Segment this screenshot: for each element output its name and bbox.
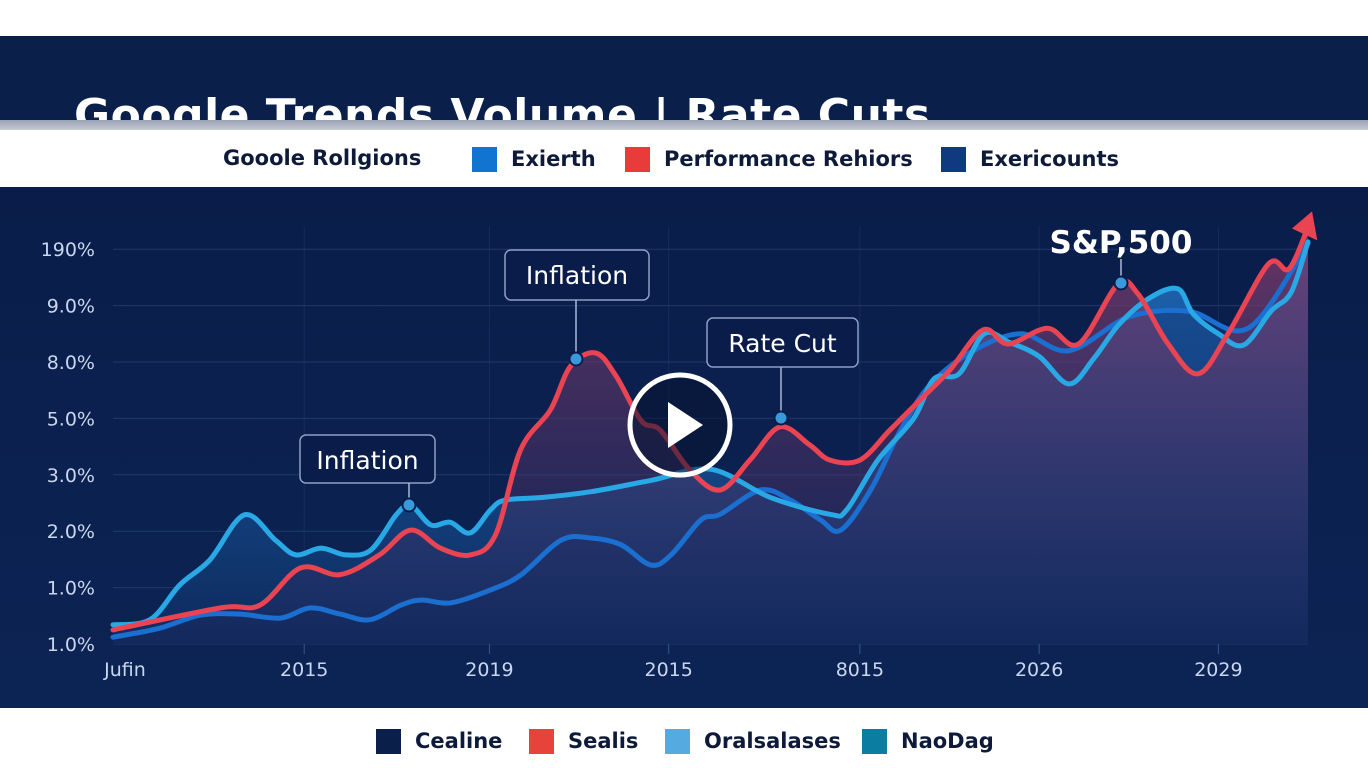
chart-area: 1.0% 1.0% 2.0% 3.0% 5.0% 8.0% 9.0% 190% Jufin 20… [0, 187, 1368, 708]
legend-swatch [625, 146, 650, 172]
series-area-sealis [113, 227, 1308, 644]
legend-swatch [472, 146, 497, 172]
play-button[interactable] [627, 372, 733, 478]
x-tick-label: Jufin [103, 659, 146, 681]
y-axis: 1.0% 1.0% 2.0% 3.0% 5.0% 8.0% 9.0% 190% [41, 239, 95, 656]
legend-swatch [665, 728, 690, 754]
legend-item-exericounts[interactable]: Exericounts [941, 145, 1119, 173]
annotation: Inflation [299, 434, 436, 513]
legend-swatch [376, 728, 401, 754]
annotation: Inflation [504, 249, 650, 367]
arrow-head-icon [1291, 211, 1318, 241]
annotation: Rate Cut [706, 317, 859, 426]
annotation-box [299, 434, 436, 484]
annotation-box [504, 249, 650, 301]
annotation-marker [568, 351, 584, 367]
y-tick-label: 9.0% [47, 296, 95, 318]
y-tick-label: 1.0% [47, 634, 95, 656]
play-icon[interactable] [668, 402, 703, 448]
legend-swatch [529, 728, 554, 754]
legend-swatch [941, 146, 966, 172]
legend-bottom: Cealine Sealis Oralsalases NaoDag [0, 708, 1368, 768]
annotation-marker [401, 497, 417, 513]
chart-svg: 1.0% 1.0% 2.0% 3.0% 5.0% 8.0% 9.0% 190% Jufin 20… [0, 187, 1368, 708]
y-tick-label: 3.0% [47, 465, 95, 487]
y-tick-label: 190% [41, 239, 95, 261]
legend-label: Performance Rehiors [664, 147, 913, 171]
title-bar: Google Trends Volume | Rate Cuts [0, 36, 1368, 141]
legend-item-oralsalases[interactable]: Oralsalases [665, 727, 841, 755]
x-axis: Jufin 2015 2019 2015 8015 2026 2029 [103, 644, 1243, 681]
legend-top: Gooole Rollgions Exierth Performance Reh… [0, 131, 1368, 187]
title-bar-divider [0, 120, 1368, 130]
legend-item-sealis[interactable]: Sealis [529, 727, 638, 755]
annotation-label: Inflation [316, 446, 418, 475]
annotations: Inflation Inflation Rate Cut S&P,500 [299, 225, 1193, 513]
x-tick-label: 2019 [465, 659, 513, 681]
annotation-label: Inflation [526, 261, 628, 290]
legend-label: Cealine [415, 729, 503, 753]
y-tick-label: 1.0% [47, 578, 95, 600]
x-tick-label: 2029 [1194, 659, 1242, 681]
legend-label: Sealis [568, 729, 639, 753]
legend-label: NaoDag [901, 729, 994, 753]
x-tick-label: 2015 [280, 659, 328, 681]
legend-label: Oralsalases [704, 729, 841, 753]
legend-item-cealine[interactable]: Cealine [376, 727, 502, 755]
y-tick-label: 2.0% [47, 521, 95, 543]
y-tick-label: 8.0% [47, 352, 95, 374]
annotation: S&P,500 [1050, 225, 1193, 291]
annotation-label: Rate Cut [728, 329, 837, 358]
annotation-marker [773, 410, 789, 426]
x-tick-label: 2026 [1015, 659, 1063, 681]
series-line-exericounts [110, 241, 1311, 640]
top-margin [0, 0, 1368, 35]
annotation-marker [1113, 275, 1129, 291]
annotation-box [706, 317, 859, 368]
legend-item-exierth[interactable]: Exierth [472, 145, 596, 173]
annotation-label: S&P,500 [1050, 225, 1193, 261]
y-tick-label: 5.0% [47, 408, 95, 430]
legend-top-title: Gooole Rollgions [223, 146, 422, 170]
legend-item-performance-rehiors[interactable]: Performance Rehiors [625, 145, 913, 173]
series-lines [110, 211, 1318, 640]
x-tick-label: 8015 [836, 659, 884, 681]
legend-label: Exericounts [980, 147, 1120, 171]
legend-label: Exierth [511, 147, 596, 171]
legend-swatch [862, 728, 887, 754]
series-line-sealis [110, 224, 1311, 633]
legend-item-naodag[interactable]: NaoDag [862, 727, 994, 755]
x-tick-label: 2015 [644, 659, 692, 681]
series-line-oralsalases [110, 239, 1311, 628]
